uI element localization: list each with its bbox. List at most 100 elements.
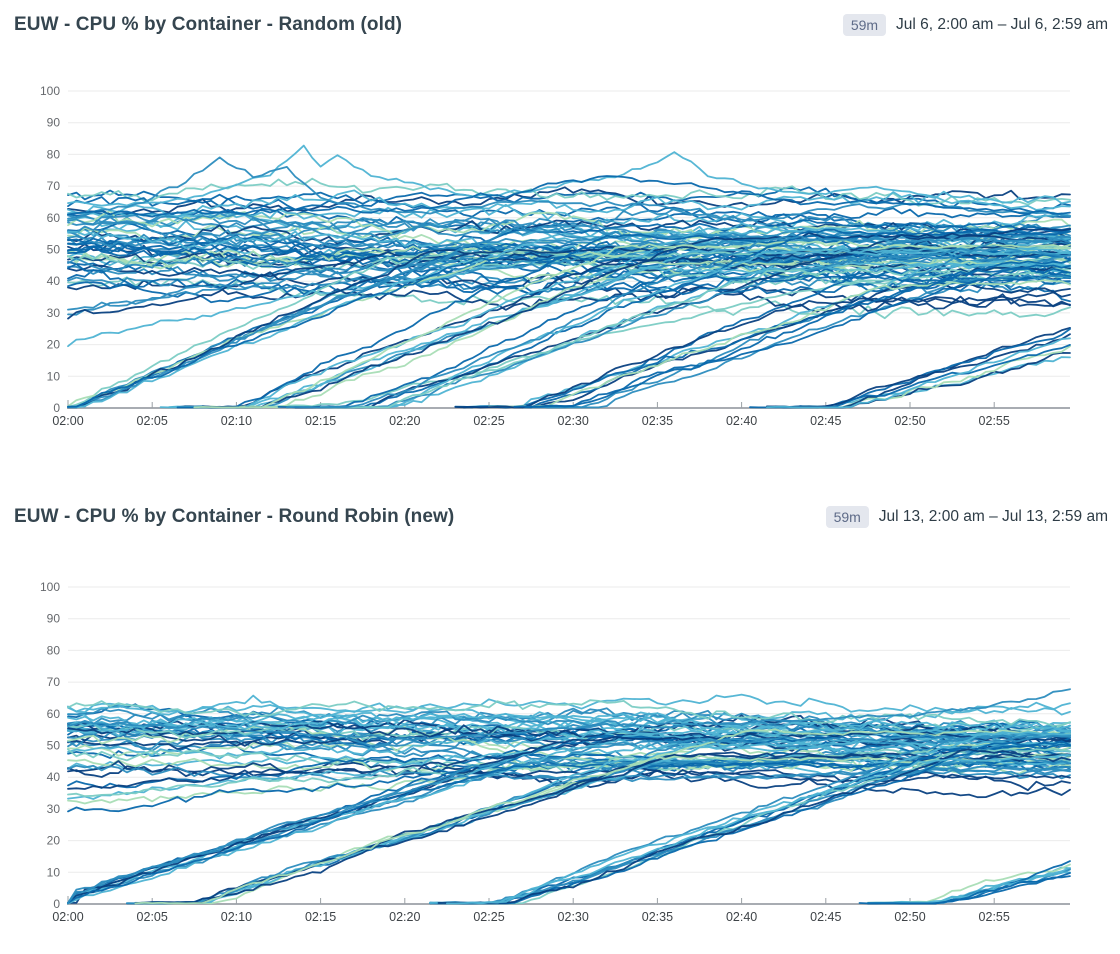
series-line (184, 260, 1071, 409)
series-line (67, 730, 1071, 904)
x-tick-label: 02:45 (810, 414, 841, 428)
x-tick-label: 02:40 (726, 910, 757, 924)
series-line (67, 712, 1071, 734)
series-line (319, 247, 1071, 409)
x-tick-label: 02:20 (389, 910, 420, 924)
x-tick-label: 02:45 (810, 910, 841, 924)
series-line (429, 731, 1071, 905)
series-line (766, 337, 1071, 409)
time-range-label: Jul 6, 2:00 am – Jul 6, 2:59 am (896, 16, 1108, 33)
x-tick-label: 02:20 (389, 414, 420, 428)
y-tick-label: 90 (47, 612, 61, 626)
series-line (437, 748, 1071, 905)
x-tick-label: 02:25 (473, 910, 504, 924)
series-line (159, 245, 1071, 409)
x-tick-label: 02:00 (52, 910, 83, 924)
series-line (328, 261, 1071, 409)
y-tick-label: 60 (47, 707, 61, 721)
y-tick-label: 70 (47, 675, 61, 689)
series-line (774, 328, 1071, 409)
duration-badge: 59m (825, 506, 869, 528)
line-chart-canvas[interactable]: 0 10 20 30 40 50 60 70 80 90 100 02:00 02:05 02:10 02:… (0, 58, 1120, 444)
series-line (488, 279, 1071, 408)
x-tick-label: 02:05 (137, 414, 168, 428)
x-tick-label: 02:10 (221, 910, 252, 924)
x-tick-label: 02:55 (979, 910, 1010, 924)
series-line (454, 291, 1071, 409)
x-tick-label: 02:00 (52, 414, 83, 428)
series-line (67, 730, 1071, 790)
series-line (67, 250, 1071, 316)
series-line (277, 272, 1071, 409)
x-tick-label: 02:05 (137, 910, 168, 924)
x-tick-label: 02:50 (894, 910, 925, 924)
y-tick-label: 100 (40, 84, 60, 98)
y-tick-label: 30 (47, 802, 61, 816)
y-tick-label: 50 (47, 739, 61, 753)
x-tick-label: 02:15 (305, 414, 336, 428)
series-line (67, 156, 1071, 222)
y-tick-label: 20 (47, 834, 61, 848)
series-line (67, 219, 1071, 245)
time-range-control[interactable]: 59m Jul 13, 2:00 am – Jul 13, 2:59 am (825, 506, 1108, 528)
series-line (867, 872, 1071, 905)
line-chart-canvas[interactable]: 0 10 20 30 40 50 60 70 80 90 100 02:00 02:05 02:10 02:… (0, 554, 1120, 940)
series-line (454, 272, 1071, 409)
chart-title: EUW - CPU % by Container - Round Robin (… (14, 506, 455, 527)
x-tick-label: 02:55 (979, 414, 1010, 428)
series-line (67, 251, 1071, 320)
series-line (201, 232, 1071, 409)
chart-title: EUW - CPU % by Container - Random (old) (14, 14, 403, 35)
series-line (67, 715, 1071, 745)
y-tick-label: 0 (53, 401, 60, 415)
time-range-control[interactable]: 59m Jul 6, 2:00 am – Jul 6, 2:59 am (842, 14, 1108, 36)
series-line (766, 326, 1071, 409)
series-line (774, 351, 1071, 409)
x-tick-label: 02:35 (642, 910, 673, 924)
y-tick-label: 40 (47, 770, 61, 784)
x-tick-label: 02:40 (726, 414, 757, 428)
x-tick-label: 02:35 (642, 414, 673, 428)
series-line (67, 735, 1071, 766)
x-tick-label: 02:30 (558, 910, 589, 924)
series-line (193, 239, 1071, 409)
y-tick-label: 60 (47, 211, 61, 225)
series-line (521, 273, 1071, 409)
series-line (319, 268, 1071, 409)
y-tick-label: 30 (47, 306, 61, 320)
series-line (67, 175, 1071, 218)
y-tick-label: 70 (47, 179, 61, 193)
series-line (67, 733, 1071, 905)
series-line (445, 754, 1071, 905)
series-line (67, 706, 1071, 741)
series-line (429, 767, 1071, 905)
y-tick-label: 100 (40, 580, 60, 594)
y-tick-label: 40 (47, 274, 61, 288)
series-line (67, 227, 1071, 408)
chart-header: EUW - CPU % by Container - Random (old) … (14, 14, 1108, 36)
x-tick-label: 02:10 (221, 414, 252, 428)
x-tick-label: 02:25 (473, 414, 504, 428)
y-tick-label: 80 (47, 643, 61, 657)
x-tick-label: 02:15 (305, 910, 336, 924)
series-line (67, 144, 1071, 211)
series-line (67, 186, 1071, 216)
y-tick-label: 90 (47, 116, 61, 130)
series-line (319, 247, 1071, 409)
series-line (67, 688, 1071, 741)
series-line (513, 267, 1071, 408)
chart-header: EUW - CPU % by Container - Round Robin (… (14, 506, 1108, 528)
x-tick-label: 02:30 (558, 414, 589, 428)
time-range-label: Jul 13, 2:00 am – Jul 13, 2:59 am (878, 508, 1108, 525)
y-tick-label: 50 (47, 243, 61, 257)
series-line (513, 264, 1071, 408)
y-tick-label: 20 (47, 338, 61, 352)
y-tick-label: 80 (47, 147, 61, 161)
series-line (67, 251, 1071, 408)
series-line (126, 732, 1071, 905)
series-line (176, 229, 1071, 409)
series-line (285, 235, 1071, 409)
series-line (269, 252, 1071, 408)
duration-badge: 59m (842, 14, 887, 36)
